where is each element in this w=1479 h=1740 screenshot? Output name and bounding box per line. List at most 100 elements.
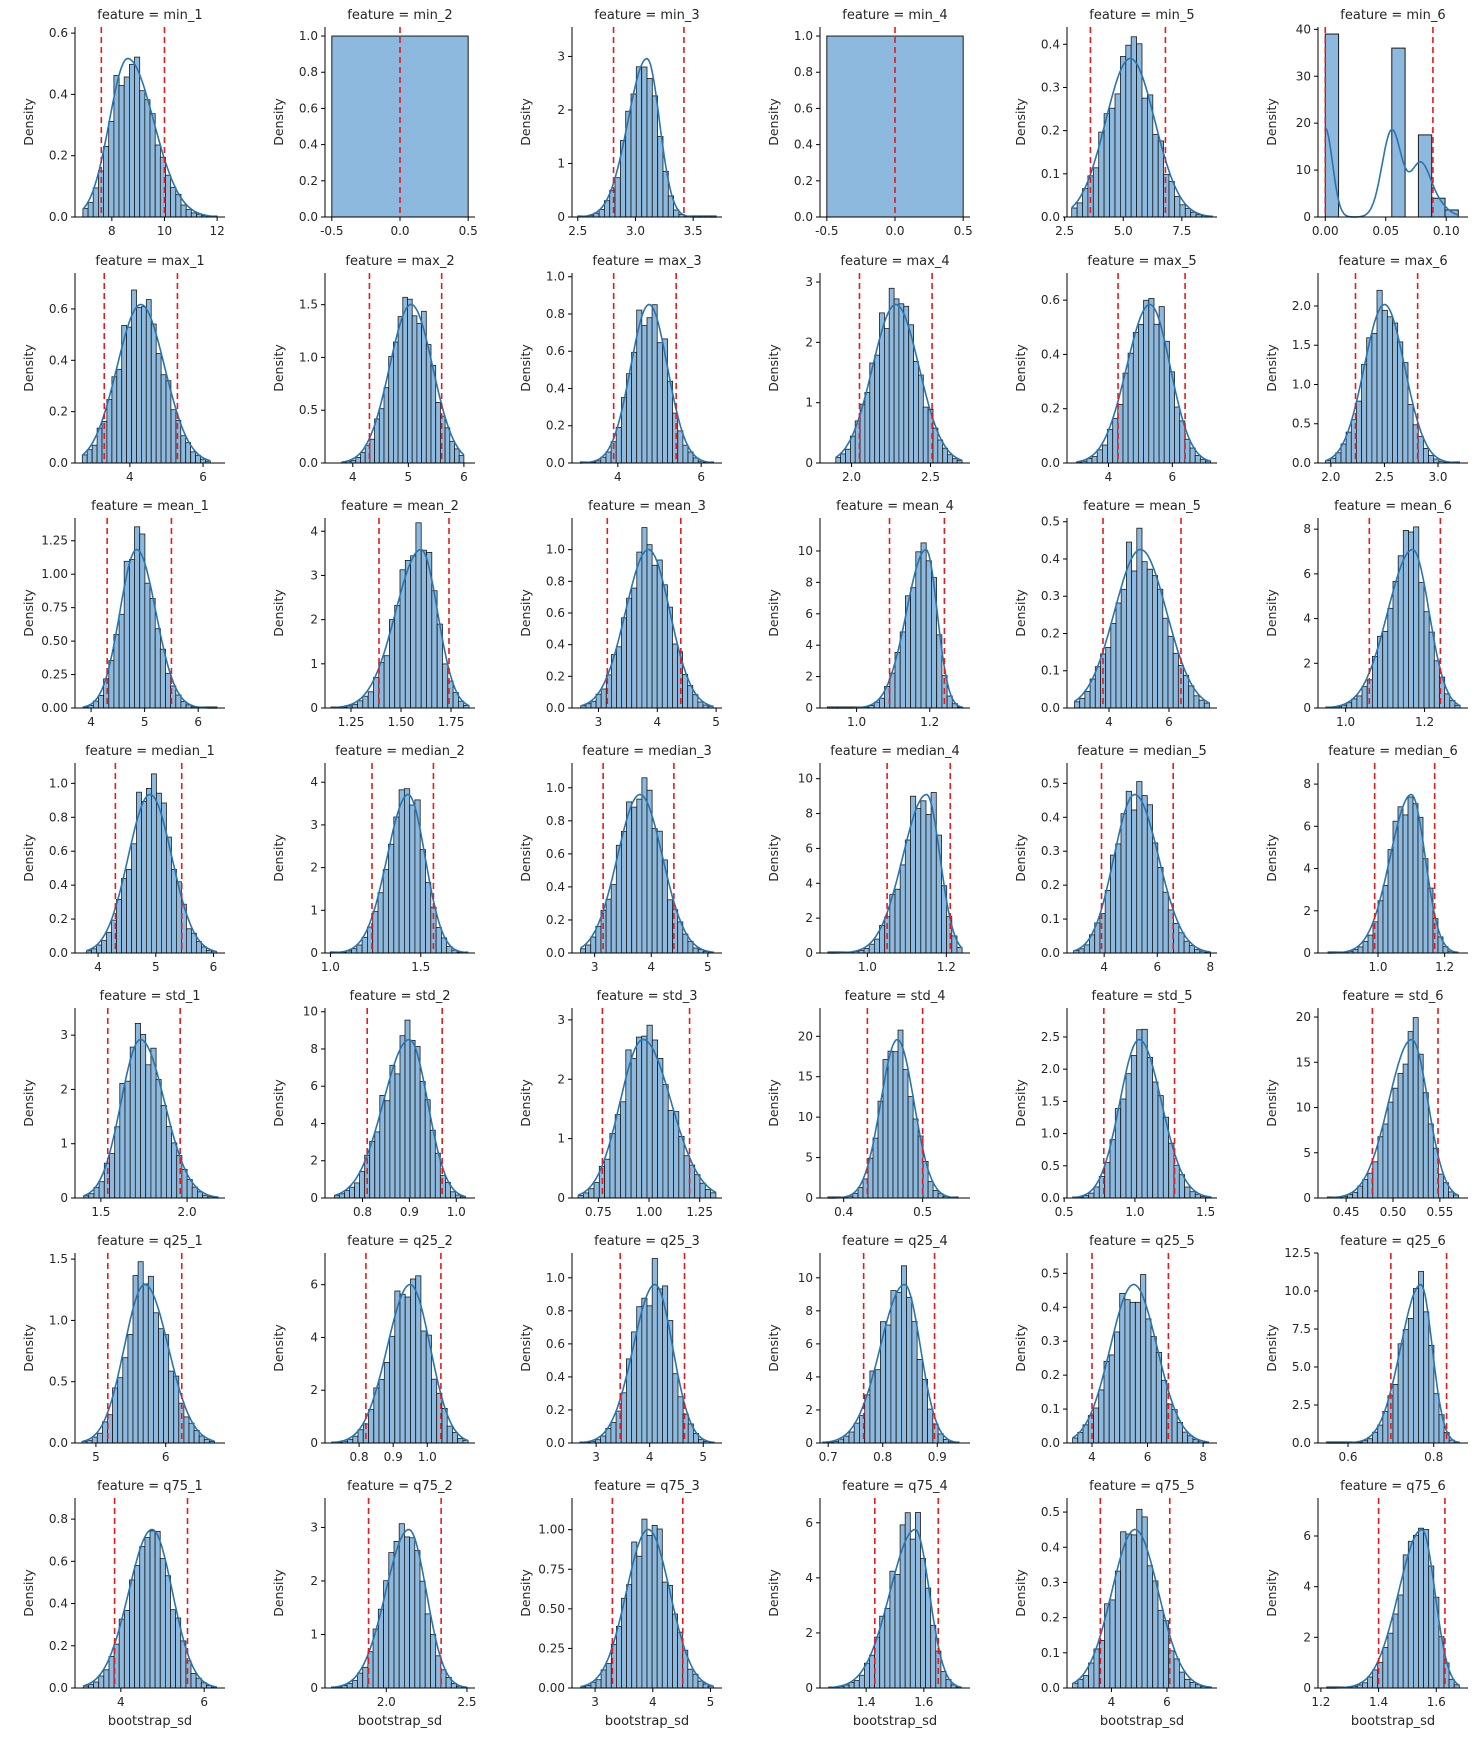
y-tick-label: 5: [805, 1151, 813, 1165]
y-tick-label: 0: [805, 1191, 813, 1205]
histogram-bar: [93, 1681, 100, 1689]
facet-panel: feature = min_6 0 10 20 30 40 0.00 0.05 0.10 Dens…: [1264, 8, 1468, 238]
histogram-bar: [657, 1058, 664, 1199]
facet-panel: feature = min_3 0 1 2 3 2.5 3.0 3.5 Density: [518, 8, 722, 238]
facet-panel: feature = q25_1 0.0 0.5 1.0 1.5 5 6 Density: [21, 1234, 225, 1464]
histogram-bar: [1397, 806, 1404, 954]
x-tick-label: 7.5: [1172, 224, 1191, 238]
x-tick-label: 1.4: [857, 1695, 876, 1709]
histogram-bar: [610, 1422, 617, 1444]
histogram-bar: [1366, 337, 1373, 464]
y-tick-label: 3: [805, 275, 813, 289]
y-tick-label: 15: [798, 1070, 813, 1084]
x-tick-label: 0.8: [873, 1450, 892, 1464]
kde-curve: [1074, 548, 1210, 704]
y-tick-label: 0.2: [49, 1639, 68, 1653]
y-tick-label: 4: [805, 876, 813, 890]
x-tick-label: 0.10: [1433, 224, 1460, 238]
histogram-bar: [1161, 1379, 1168, 1444]
histogram-bar: [1166, 1403, 1173, 1444]
x-tick-label: 2.5: [568, 224, 587, 238]
x-tick-label: 4: [1088, 1450, 1096, 1464]
histogram-bar: [1114, 93, 1121, 218]
x-tick-label: 1.2: [920, 715, 939, 729]
histogram-bar: [1362, 1682, 1368, 1689]
histogram-bar: [1392, 1613, 1399, 1689]
histogram-bar: [91, 1436, 98, 1444]
y-tick-label: 0.4: [299, 138, 318, 152]
facet-title: feature = max_5: [1087, 254, 1196, 269]
facet-panel: feature = max_2 0.0 0.5 1.0 1.5 4 5 6 Density: [271, 254, 475, 484]
y-tick-label: 1.0: [546, 1271, 565, 1285]
histogram-bar: [101, 940, 107, 954]
x-tick-label: 0.45: [1333, 1205, 1360, 1219]
histogram-bar: [1381, 309, 1388, 464]
histogram-bar: [1367, 1676, 1373, 1689]
histogram-bar: [1162, 617, 1169, 709]
histogram-bar: [1382, 885, 1389, 954]
histogram-bar: [377, 892, 384, 954]
histogram-bar: [411, 315, 418, 464]
facet-title: feature = mean_3: [588, 499, 706, 514]
histogram-bar: [838, 1438, 845, 1444]
x-tick-label: 2.0: [178, 1205, 197, 1219]
x-tick-label: 1.0: [1125, 1205, 1144, 1219]
y-tick-label: 0.8: [546, 1304, 565, 1318]
histogram-bar: [1120, 813, 1127, 954]
histogram-bar: [409, 804, 416, 954]
y-tick-label: 0.25: [41, 668, 68, 682]
histogram-bar: [1377, 900, 1384, 954]
histogram-bar: [1115, 602, 1122, 709]
facet-title: feature = min_4: [842, 8, 947, 23]
y-axis-label: Density: [518, 589, 533, 637]
histogram-bar: [113, 634, 120, 709]
histogram-bar: [641, 1035, 648, 1199]
histogram-bar: [410, 555, 417, 709]
x-tick-label: 0.7: [819, 1450, 838, 1464]
histogram-bar: [646, 317, 653, 464]
histogram-bar: [98, 1181, 105, 1199]
y-tick-label: 10: [1296, 1101, 1311, 1115]
histogram-bar: [420, 1330, 427, 1444]
y-axis-label: Density: [1013, 98, 1028, 146]
histogram-bar: [915, 808, 922, 954]
histogram-bar: [864, 391, 871, 464]
histogram-bar: [1157, 1609, 1164, 1689]
histogram-bar: [1132, 331, 1139, 464]
y-tick-label: 10.0: [1284, 1284, 1311, 1298]
y-tick-label: 1.0: [49, 1313, 68, 1327]
y-tick-label: 0: [557, 210, 565, 224]
histogram-bar: [1145, 1318, 1152, 1444]
y-tick-label: 2: [805, 1403, 813, 1417]
histogram-bar: [389, 1335, 396, 1444]
histogram-bar: [128, 559, 135, 709]
y-tick-label: 5: [1303, 1146, 1311, 1160]
histogram-bar: [874, 354, 881, 464]
facet-panel: feature = q75_1 0.0 0.2 0.4 0.6 0.8 4 6 Density b…: [21, 1479, 225, 1729]
histogram-bar: [682, 444, 689, 464]
y-tick-label: 0.1: [1041, 1646, 1060, 1660]
x-tick-label: 8: [1199, 1450, 1207, 1464]
y-tick-label: 4: [310, 1116, 318, 1130]
y-tick-label: 0: [805, 456, 813, 470]
histogram-bar: [880, 1321, 887, 1444]
facet-title: feature = mean_1: [91, 499, 209, 514]
histogram-bar: [134, 56, 141, 218]
histogram-bar: [404, 1019, 411, 1199]
histogram-bar: [1115, 843, 1122, 954]
y-tick-label: 0.5: [1041, 1266, 1060, 1280]
histogram-bar: [1098, 1389, 1105, 1444]
histogram-bar: [149, 113, 156, 218]
facet-title: feature = std_4: [845, 989, 946, 1004]
y-tick-label: 0.0: [546, 946, 565, 960]
histogram-bar: [150, 323, 157, 464]
histogram-bar: [170, 186, 177, 218]
y-tick-label: 2: [557, 1072, 565, 1086]
histogram-bar: [1372, 1669, 1379, 1689]
histogram-bar: [87, 202, 94, 218]
histogram-bar: [1136, 1029, 1143, 1199]
x-tick-label: 1.5: [1196, 1205, 1215, 1219]
y-tick-label: 0: [310, 946, 318, 960]
histogram-bar: [662, 1084, 669, 1199]
